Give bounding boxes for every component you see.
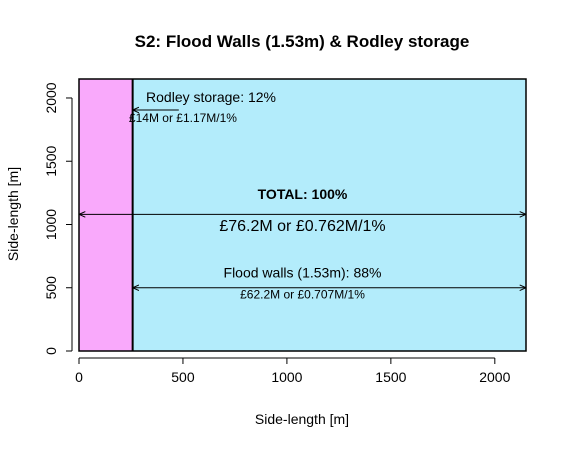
x-tick-label: 0 <box>75 369 83 385</box>
arrows <box>79 110 526 288</box>
x-axis-label: Side-length [m] <box>255 411 349 427</box>
rodley-cost: £14M or £1.17M/1% <box>129 111 237 125</box>
total-label: TOTAL: 100% <box>258 186 348 202</box>
x-tick-label: 1500 <box>375 369 406 385</box>
x-tick-label: 500 <box>171 369 195 385</box>
x-tick-label: 2000 <box>479 369 510 385</box>
total-cost: £76.2M or £0.762M/1% <box>219 218 385 235</box>
y-tick-label: 1500 <box>43 145 59 176</box>
rodley-label: Rodley storage: 12% <box>146 89 276 105</box>
axes: 0 500 1000 1500 2000 0 500 1000 1500 2000 <box>43 78 527 385</box>
annotations: Rodley storage: 12% £14M or £1.17M/1% TOTA… <box>129 89 386 302</box>
region-rodley-storage <box>79 79 133 351</box>
flood-walls-label: Flood walls (1.53m): 88% <box>224 265 382 281</box>
x-tick-label: 1000 <box>271 369 302 385</box>
y-tick-label: 1000 <box>43 209 59 240</box>
flood-walls-cost: £62.2M or £0.707M/1% <box>240 287 365 301</box>
y-tick-label: 500 <box>43 276 59 300</box>
y-axis-label: Side-length [m] <box>5 167 21 261</box>
y-tick-label: 2000 <box>43 82 59 113</box>
y-tick-label: 0 <box>43 347 59 355</box>
chart-title: S2: Flood Walls (1.53m) & Rodley storage <box>135 32 470 51</box>
